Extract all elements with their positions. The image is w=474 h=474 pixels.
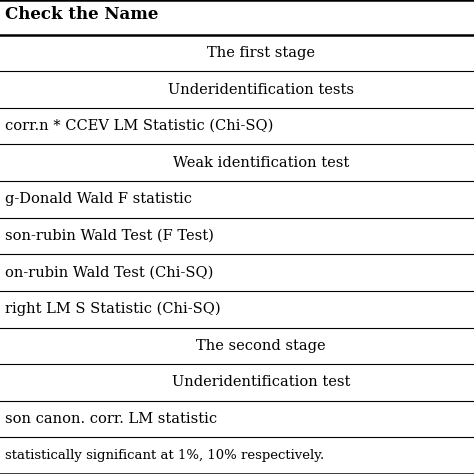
Text: son-rubin Wald Test (F Test): son-rubin Wald Test (F Test) <box>5 229 214 243</box>
Text: Weak identification test: Weak identification test <box>173 156 349 170</box>
Text: The second stage: The second stage <box>196 339 326 353</box>
Text: statistically significant at 1%, 10% respectively.: statistically significant at 1%, 10% res… <box>5 449 324 462</box>
Text: Underidentification test: Underidentification test <box>172 375 350 390</box>
Text: Check the Name: Check the Name <box>5 6 158 23</box>
Text: son canon. corr. LM statistic: son canon. corr. LM statistic <box>5 412 217 426</box>
Text: The first stage: The first stage <box>207 46 315 60</box>
Text: g-Donald Wald F statistic: g-Donald Wald F statistic <box>5 192 192 206</box>
Text: corr.n * CCEV LM Statistic (Chi-SQ): corr.n * CCEV LM Statistic (Chi-SQ) <box>5 119 273 133</box>
Text: on-rubin Wald Test (Chi-SQ): on-rubin Wald Test (Chi-SQ) <box>5 265 213 280</box>
Text: Underidentification tests: Underidentification tests <box>168 82 354 97</box>
Text: right LM S Statistic (Chi-SQ): right LM S Statistic (Chi-SQ) <box>5 302 220 317</box>
